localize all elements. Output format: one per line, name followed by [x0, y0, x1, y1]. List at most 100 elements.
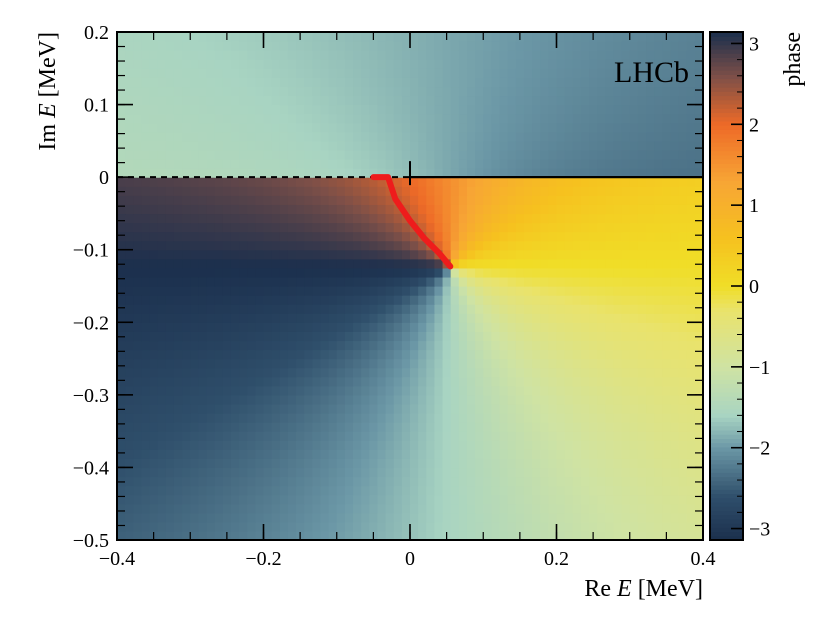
heatmap-cell [483, 521, 492, 532]
heatmap-cell [548, 177, 558, 187]
heatmap-cell [173, 231, 183, 242]
colorbar-swatch [710, 463, 743, 469]
x-axis-ticks: −0.4 −0.2 0 0.2 0.4 [99, 32, 716, 570]
heatmap-cell [523, 32, 533, 42]
heatmap-cell [694, 159, 704, 169]
heatmap-cell [377, 485, 387, 496]
heatmap-cell [426, 385, 436, 396]
heatmap-cell [499, 367, 509, 378]
heatmap-cell [149, 449, 159, 459]
heatmap-cell [597, 331, 606, 342]
heatmap-cell [613, 168, 623, 178]
heatmap-cell [117, 231, 126, 242]
heatmap-cell [401, 95, 411, 106]
heatmap-cell [410, 494, 419, 505]
heatmap-cell [442, 276, 452, 287]
heatmap-cell [523, 186, 533, 196]
heatmap-cell [646, 458, 655, 469]
heatmap-cell [605, 521, 615, 532]
heatmap-cell [247, 349, 256, 360]
heatmap-cell [523, 231, 533, 242]
heatmap-cell [255, 530, 265, 541]
heatmap-cell [515, 231, 525, 242]
heatmap-cell [613, 295, 623, 305]
heatmap-cell [133, 195, 143, 205]
heatmap-cell [499, 422, 509, 432]
heatmap-cell [165, 41, 175, 51]
heatmap-cell [328, 149, 338, 160]
heatmap-cell [426, 431, 436, 441]
heatmap-cell [401, 376, 411, 387]
heatmap-cell [393, 331, 403, 342]
heatmap-cell [678, 313, 688, 323]
heatmap-cell [304, 267, 313, 278]
heatmap-cell [157, 122, 167, 133]
heatmap-cell [434, 204, 444, 215]
heatmap-cell [532, 385, 541, 396]
colorbar-swatch [710, 302, 743, 308]
heatmap-cell [507, 512, 517, 523]
heatmap-cell [483, 77, 492, 88]
heatmap-cell [149, 177, 159, 187]
heatmap-cell [686, 41, 696, 51]
heatmap-cell [125, 68, 134, 78]
heatmap-cell [686, 258, 696, 269]
heatmap-cell [206, 394, 216, 405]
heatmap-cell [564, 86, 574, 97]
heatmap-cell [597, 322, 606, 332]
heatmap-cell [385, 304, 395, 314]
heatmap-cell [190, 422, 199, 432]
heatmap-cell [418, 159, 427, 169]
heatmap-cell [296, 77, 305, 88]
heatmap-cell [173, 131, 183, 142]
heatmap-cell [637, 331, 647, 342]
heatmap-cell [694, 340, 704, 351]
heatmap-cell [133, 313, 143, 323]
heatmap-cell [369, 276, 379, 287]
heatmap-cell [361, 485, 370, 496]
heatmap-cell [133, 304, 143, 314]
heatmap-cell [271, 267, 281, 278]
heatmap-cell [475, 494, 484, 505]
heatmap-cell [133, 431, 143, 441]
heatmap-cell [149, 186, 159, 196]
heatmap-cell [426, 276, 436, 287]
heatmap-cell [605, 313, 615, 323]
colorbar-swatch [710, 345, 743, 351]
heatmap-cell [580, 449, 590, 459]
heatmap-cell [662, 494, 672, 505]
heatmap-cell [637, 159, 647, 169]
heatmap-cell [629, 485, 639, 496]
heatmap-cell [133, 140, 143, 151]
heatmap-cell [377, 77, 387, 88]
heatmap-cell [173, 304, 183, 314]
heatmap-cell [133, 422, 143, 432]
colorbar-swatch [710, 434, 743, 439]
heatmap-cell [426, 394, 436, 405]
heatmap-cell [410, 286, 419, 296]
heatmap-cell [532, 340, 541, 351]
heatmap-cell [621, 422, 631, 432]
heatmap-cell [499, 530, 509, 541]
heatmap-cell [271, 340, 281, 351]
heatmap-cell [206, 168, 216, 178]
heatmap-cell [621, 122, 631, 133]
colorbar-tick-label: 2 [749, 114, 759, 136]
heatmap-cell [133, 204, 143, 215]
heatmap-cell [312, 267, 322, 278]
heatmap-cell [442, 131, 452, 142]
heatmap-cell [694, 422, 704, 432]
heatmap-cell [353, 422, 362, 432]
heatmap-cell [401, 159, 411, 169]
colorbar-tick-label: 1 [749, 195, 759, 217]
heatmap-cell [401, 358, 411, 369]
heatmap-cell [686, 449, 696, 459]
heatmap-cell [393, 41, 403, 51]
heatmap-cell [141, 340, 151, 351]
heatmap-cell [646, 385, 655, 396]
heatmap-cell [499, 385, 509, 396]
heatmap-cell [255, 204, 265, 215]
heatmap-cell [597, 240, 606, 251]
heatmap-cell [320, 41, 330, 51]
heatmap-cell [173, 258, 183, 269]
